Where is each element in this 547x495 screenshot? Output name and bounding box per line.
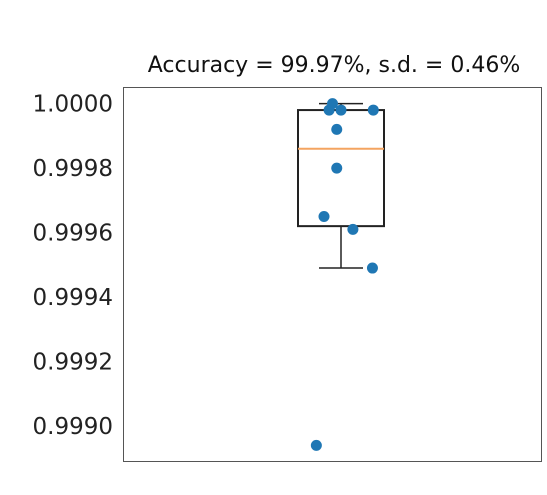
data-point: [367, 104, 379, 116]
data-point: [335, 104, 347, 116]
y-tick-label: 0.9992: [33, 350, 113, 376]
data-point: [331, 162, 343, 174]
data-point: [331, 123, 343, 135]
y-tick-label: 0.9998: [33, 156, 113, 182]
y-tick-label: 0.9994: [33, 285, 113, 311]
y-tick-label: 0.9996: [33, 221, 113, 247]
plot-frame: [123, 87, 542, 462]
data-point: [310, 439, 322, 451]
data-point: [323, 104, 335, 116]
data-points: [310, 98, 379, 451]
y-tick-label: 1.0000: [33, 92, 113, 118]
data-point: [318, 210, 330, 222]
y-tick-label: 0.9990: [33, 414, 113, 440]
chart-title: Accuracy = 99.97%, s.d. = 0.46%: [148, 53, 520, 78]
data-point: [366, 262, 378, 274]
data-point: [347, 223, 359, 235]
y-axis: 1.0000 0.9998 0.9996 0.9994 0.9992 0.9990: [33, 92, 113, 440]
